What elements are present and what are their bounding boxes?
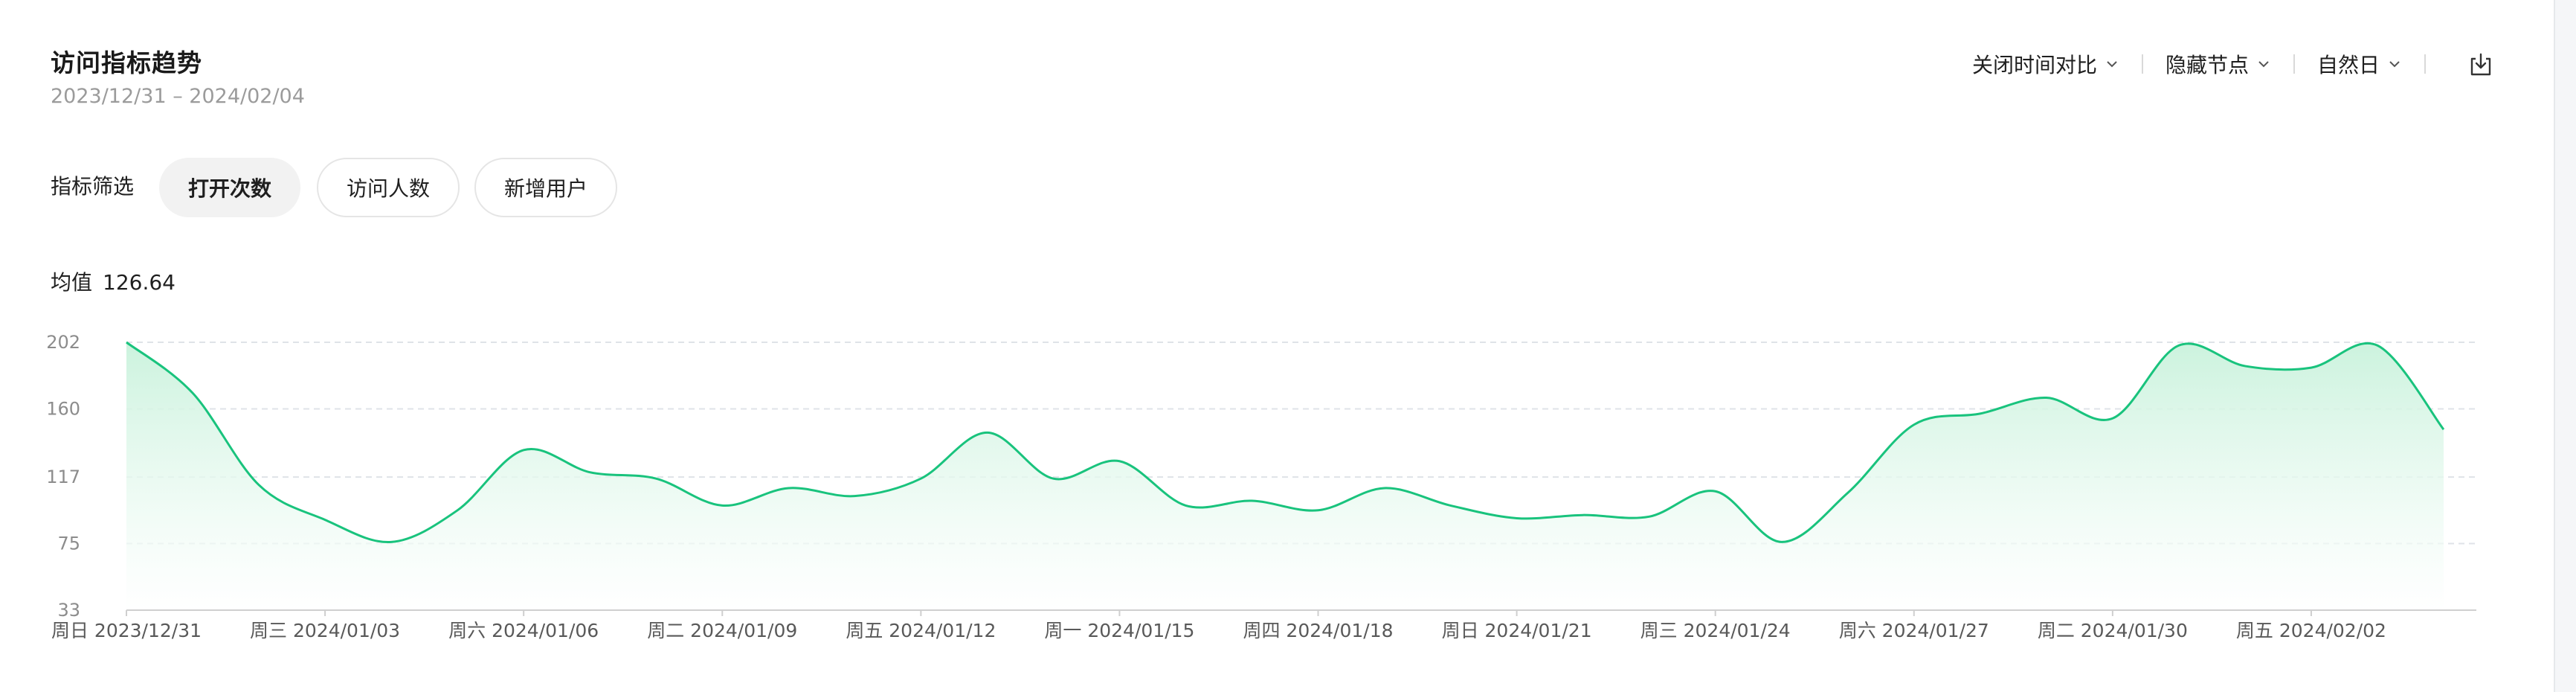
series-area <box>126 342 2444 610</box>
hide-nodes-label: 隐藏节点 <box>2165 53 2249 77</box>
page-title: 访问指标趋势 <box>51 48 202 77</box>
x-tick-label: 周四 2024/01/18 <box>1243 620 1393 641</box>
chip-open-count[interactable]: 打开次数 <box>159 158 300 217</box>
x-tick-label: 周六 2024/01/06 <box>448 620 599 641</box>
y-tick-label: 117 <box>46 467 80 487</box>
right-edge-panel <box>2554 0 2576 692</box>
time-compare-label: 关闭时间对比 <box>1971 53 2097 77</box>
y-tick-label: 160 <box>46 398 80 419</box>
time-compare-dropdown[interactable]: 关闭时间对比 <box>1972 49 2119 79</box>
granularity-dropdown[interactable]: 自然日 <box>2317 49 2402 79</box>
average-value: 126.64 <box>103 270 176 295</box>
filter-label: 指标筛选 <box>51 174 135 199</box>
chip-visitors[interactable]: 访问人数 <box>317 158 460 217</box>
chart-toolbar: 关闭时间对比 隐藏节点 自然日 <box>1972 49 2448 79</box>
average-readout: 均值 126.64 <box>51 266 176 296</box>
x-tick-label: 周三 2024/01/24 <box>1640 620 1791 641</box>
hide-nodes-dropdown[interactable]: 隐藏节点 <box>2166 49 2271 79</box>
x-tick-label: 周五 2024/02/02 <box>2236 620 2386 641</box>
export-button[interactable] <box>2467 49 2494 79</box>
x-tick-label: 周二 2024/01/09 <box>647 620 797 641</box>
average-label: 均值 <box>51 270 93 295</box>
y-tick-label: 33 <box>57 600 80 621</box>
x-tick-label: 周日 2024/01/21 <box>1442 620 1592 641</box>
chevron-down-icon <box>2389 61 2400 68</box>
y-tick-label: 75 <box>57 534 80 554</box>
x-tick-label: 周日 2023/12/31 <box>51 620 202 641</box>
chevron-down-icon <box>2258 61 2269 68</box>
export-icon <box>2470 53 2491 76</box>
x-tick-label: 周三 2024/01/03 <box>250 620 400 641</box>
toolbar-divider <box>2293 54 2295 74</box>
chevron-down-icon <box>2107 61 2117 68</box>
x-tick-label: 周五 2024/01/12 <box>846 620 996 641</box>
date-range: 2023/12/31 – 2024/02/04 <box>51 85 305 108</box>
toolbar-divider <box>2141 54 2143 74</box>
x-tick-label: 周二 2024/01/30 <box>2038 620 2188 641</box>
granularity-label: 自然日 <box>2316 53 2380 77</box>
x-tick-label: 周六 2024/01/27 <box>1839 620 1989 641</box>
toolbar-divider <box>2424 54 2426 74</box>
series-line <box>126 341 2445 543</box>
x-tick-label: 周一 2024/01/15 <box>1044 620 1194 641</box>
chip-new-users[interactable]: 新增用户 <box>474 158 617 217</box>
y-tick-label: 202 <box>46 332 80 353</box>
